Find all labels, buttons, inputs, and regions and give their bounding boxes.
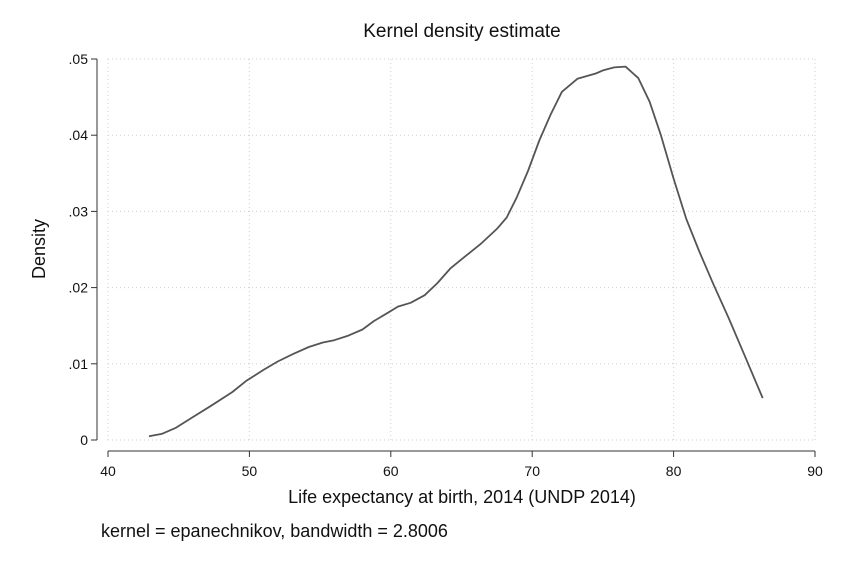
density-series-line <box>148 65 764 438</box>
y-tick-layer: 0 .01 .02 .03 .04 .05 <box>69 51 97 448</box>
kernel-note: kernel = epanechnikov, bandwidth = 2.800… <box>101 521 448 541</box>
y-tick-label: .01 <box>69 356 89 372</box>
y-tick-label: .02 <box>69 280 89 296</box>
y-tick-label: .04 <box>69 127 89 143</box>
x-tick-label: 60 <box>383 463 399 479</box>
x-axis-label: Life expectancy at birth, 2014 (UNDP 201… <box>288 487 636 507</box>
x-tick-label: 40 <box>100 463 116 479</box>
x-tick-label: 70 <box>524 463 540 479</box>
x-tick-layer: 40 50 60 70 80 90 <box>100 451 823 479</box>
axis-layer <box>96 59 815 452</box>
y-tick-label: 0 <box>80 432 88 448</box>
y-tick-label: .03 <box>69 203 89 219</box>
x-tick-label: 80 <box>666 463 682 479</box>
x-tick-label: 90 <box>807 463 823 479</box>
chart-title: Kernel density estimate <box>363 21 561 42</box>
x-tick-label: 50 <box>242 463 258 479</box>
grid-layer <box>107 58 816 441</box>
y-tick-label: .05 <box>69 51 89 67</box>
y-axis-label: Density <box>29 219 49 279</box>
